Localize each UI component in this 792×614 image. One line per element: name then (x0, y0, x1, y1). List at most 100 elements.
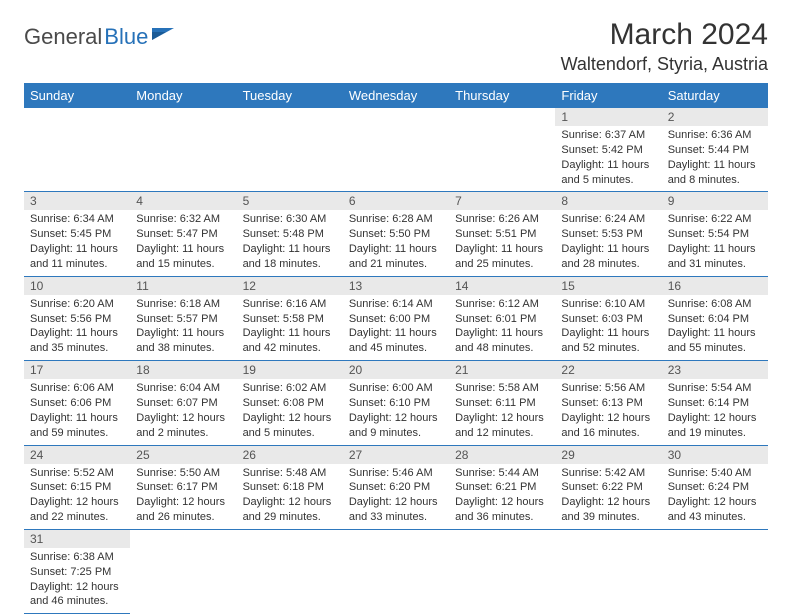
day-detail-line: Daylight: 11 hours (561, 158, 655, 173)
day-detail-line: Sunrise: 5:40 AM (668, 466, 762, 481)
calendar-day-cell: 16Sunrise: 6:08 AMSunset: 6:04 PMDayligh… (662, 276, 768, 360)
day-number: 31 (24, 530, 130, 548)
weekday-header: Saturday (662, 83, 768, 108)
day-detail-line: Daylight: 12 hours (349, 495, 443, 510)
weekday-header: Tuesday (237, 83, 343, 108)
day-number: 1 (555, 108, 661, 126)
day-details: Sunrise: 6:06 AMSunset: 6:06 PMDaylight:… (24, 379, 130, 444)
day-details: Sunrise: 5:58 AMSunset: 6:11 PMDaylight:… (449, 379, 555, 444)
day-details: Sunrise: 6:02 AMSunset: 6:08 PMDaylight:… (237, 379, 343, 444)
day-detail-line: Daylight: 12 hours (561, 495, 655, 510)
day-detail-line: Sunrise: 6:18 AM (136, 297, 230, 312)
calendar-day-cell (343, 529, 449, 613)
day-detail-line: and 11 minutes. (30, 257, 124, 272)
day-detail-line: Sunrise: 6:20 AM (30, 297, 124, 312)
day-number: 13 (343, 277, 449, 295)
day-number: 14 (449, 277, 555, 295)
day-detail-line: and 38 minutes. (136, 341, 230, 356)
day-detail-line: and 5 minutes. (561, 173, 655, 188)
day-detail-line: Sunrise: 5:50 AM (136, 466, 230, 481)
day-detail-line: Sunset: 5:44 PM (668, 143, 762, 158)
calendar-day-cell: 11Sunrise: 6:18 AMSunset: 5:57 PMDayligh… (130, 276, 236, 360)
day-detail-line: Sunrise: 6:32 AM (136, 212, 230, 227)
day-detail-line: Sunset: 6:07 PM (136, 396, 230, 411)
day-detail-line: and 15 minutes. (136, 257, 230, 272)
day-detail-line: Sunrise: 6:22 AM (668, 212, 762, 227)
day-details: Sunrise: 5:40 AMSunset: 6:24 PMDaylight:… (662, 464, 768, 529)
weekday-header: Monday (130, 83, 236, 108)
month-title: March 2024 (561, 18, 768, 52)
day-detail-line: Sunrise: 5:58 AM (455, 381, 549, 396)
day-detail-line: Sunrise: 5:48 AM (243, 466, 337, 481)
day-detail-line: Daylight: 11 hours (30, 411, 124, 426)
flag-icon (152, 26, 176, 47)
day-detail-line: and 55 minutes. (668, 341, 762, 356)
day-details: Sunrise: 6:32 AMSunset: 5:47 PMDaylight:… (130, 210, 236, 275)
calendar-day-cell: 27Sunrise: 5:46 AMSunset: 6:20 PMDayligh… (343, 445, 449, 529)
day-details: Sunrise: 5:44 AMSunset: 6:21 PMDaylight:… (449, 464, 555, 529)
day-details: Sunrise: 6:28 AMSunset: 5:50 PMDaylight:… (343, 210, 449, 275)
day-detail-line: Sunset: 6:21 PM (455, 480, 549, 495)
day-detail-line: Sunrise: 6:00 AM (349, 381, 443, 396)
calendar-week-row: 3Sunrise: 6:34 AMSunset: 5:45 PMDaylight… (24, 192, 768, 276)
day-number: 26 (237, 446, 343, 464)
calendar-week-row: 17Sunrise: 6:06 AMSunset: 6:06 PMDayligh… (24, 361, 768, 445)
day-details: Sunrise: 6:08 AMSunset: 6:04 PMDaylight:… (662, 295, 768, 360)
day-number: 24 (24, 446, 130, 464)
day-detail-line: Daylight: 12 hours (561, 411, 655, 426)
day-details: Sunrise: 6:37 AMSunset: 5:42 PMDaylight:… (555, 126, 661, 191)
day-details: Sunrise: 6:12 AMSunset: 6:01 PMDaylight:… (449, 295, 555, 360)
calendar-day-cell (237, 108, 343, 192)
day-detail-line: and 46 minutes. (30, 594, 124, 609)
day-detail-line: Sunset: 6:08 PM (243, 396, 337, 411)
calendar-day-cell: 13Sunrise: 6:14 AMSunset: 6:00 PMDayligh… (343, 276, 449, 360)
day-details: Sunrise: 6:24 AMSunset: 5:53 PMDaylight:… (555, 210, 661, 275)
day-detail-line: Daylight: 12 hours (136, 495, 230, 510)
day-detail-line: Daylight: 12 hours (30, 495, 124, 510)
day-detail-line: Daylight: 12 hours (455, 411, 549, 426)
day-detail-line: Sunset: 6:04 PM (668, 312, 762, 327)
calendar-day-cell: 25Sunrise: 5:50 AMSunset: 6:17 PMDayligh… (130, 445, 236, 529)
day-details: Sunrise: 6:38 AMSunset: 7:25 PMDaylight:… (24, 548, 130, 613)
calendar-day-cell: 4Sunrise: 6:32 AMSunset: 5:47 PMDaylight… (130, 192, 236, 276)
calendar-day-cell (449, 529, 555, 613)
day-detail-line: Sunset: 6:15 PM (30, 480, 124, 495)
day-detail-line: and 59 minutes. (30, 426, 124, 441)
day-detail-line: Daylight: 12 hours (668, 495, 762, 510)
calendar-day-cell (130, 529, 236, 613)
day-detail-line: Sunset: 6:00 PM (349, 312, 443, 327)
day-details: Sunrise: 6:16 AMSunset: 5:58 PMDaylight:… (237, 295, 343, 360)
day-detail-line: and 2 minutes. (136, 426, 230, 441)
day-detail-line: Daylight: 12 hours (30, 580, 124, 595)
calendar-day-cell: 22Sunrise: 5:56 AMSunset: 6:13 PMDayligh… (555, 361, 661, 445)
day-details: Sunrise: 6:30 AMSunset: 5:48 PMDaylight:… (237, 210, 343, 275)
day-details: Sunrise: 6:04 AMSunset: 6:07 PMDaylight:… (130, 379, 236, 444)
day-detail-line: Sunset: 5:45 PM (30, 227, 124, 242)
day-detail-line: and 28 minutes. (561, 257, 655, 272)
day-detail-line: Daylight: 12 hours (455, 495, 549, 510)
calendar-day-cell (130, 108, 236, 192)
day-number: 20 (343, 361, 449, 379)
day-detail-line: Sunset: 6:22 PM (561, 480, 655, 495)
day-detail-line: Sunrise: 5:44 AM (455, 466, 549, 481)
day-detail-line: Daylight: 11 hours (349, 326, 443, 341)
day-details: Sunrise: 6:18 AMSunset: 5:57 PMDaylight:… (130, 295, 236, 360)
day-detail-line: Sunset: 5:56 PM (30, 312, 124, 327)
day-detail-line: Sunset: 6:20 PM (349, 480, 443, 495)
day-detail-line: and 45 minutes. (349, 341, 443, 356)
day-details: Sunrise: 6:20 AMSunset: 5:56 PMDaylight:… (24, 295, 130, 360)
day-detail-line: and 18 minutes. (243, 257, 337, 272)
day-detail-line: Sunset: 5:53 PM (561, 227, 655, 242)
day-detail-line: and 43 minutes. (668, 510, 762, 525)
day-number: 25 (130, 446, 236, 464)
title-block: March 2024 Waltendorf, Styria, Austria (561, 18, 768, 75)
day-detail-line: and 9 minutes. (349, 426, 443, 441)
day-details: Sunrise: 5:46 AMSunset: 6:20 PMDaylight:… (343, 464, 449, 529)
day-detail-line: and 31 minutes. (668, 257, 762, 272)
day-detail-line: and 5 minutes. (243, 426, 337, 441)
weekday-header: Thursday (449, 83, 555, 108)
calendar-week-row: 10Sunrise: 6:20 AMSunset: 5:56 PMDayligh… (24, 276, 768, 360)
day-detail-line: Sunset: 6:01 PM (455, 312, 549, 327)
calendar-day-cell: 26Sunrise: 5:48 AMSunset: 6:18 PMDayligh… (237, 445, 343, 529)
day-detail-line: Daylight: 12 hours (668, 411, 762, 426)
